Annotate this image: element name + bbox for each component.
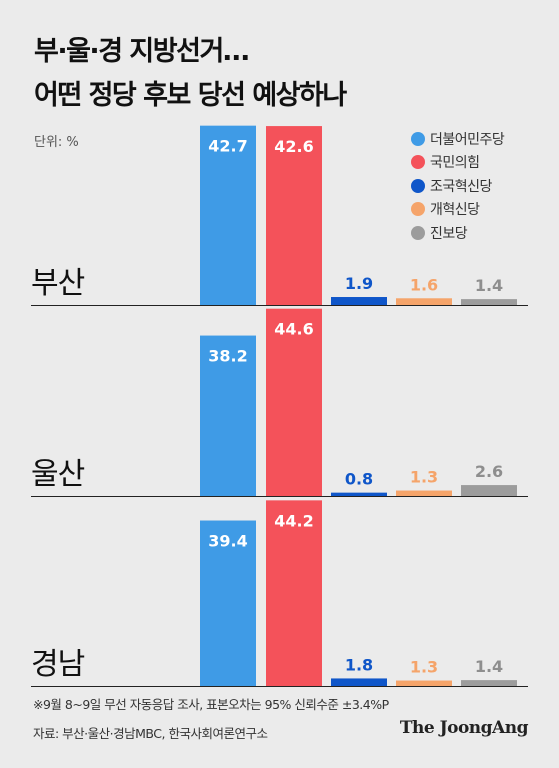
legend-item: 개혁신당 — [411, 198, 504, 222]
legend-label: 진보당 — [430, 225, 468, 242]
data-label: 1.3 — [410, 658, 438, 677]
bar-0-1 — [200, 335, 256, 496]
data-label: 38.2 — [208, 347, 247, 366]
bar-4-2 — [461, 680, 517, 686]
bar-1-2 — [266, 500, 322, 686]
legend-dot-icon — [411, 202, 425, 217]
bar-4-0 — [461, 299, 517, 305]
data-label: 39.4 — [208, 532, 247, 551]
bar-2-0 — [331, 297, 387, 305]
data-label: 1.6 — [410, 275, 438, 294]
region-label: 부산 — [31, 266, 85, 301]
bar-3-0 — [396, 298, 452, 305]
data-label: 2.6 — [475, 462, 503, 481]
legend-item: 진보당 — [411, 221, 504, 245]
legend-dot-icon — [411, 155, 425, 170]
bar-3-1 — [396, 490, 452, 496]
unit-label: 단위: % — [34, 135, 79, 150]
legend-label: 조국혁신당 — [430, 178, 492, 195]
data-label: 44.2 — [274, 511, 313, 530]
data-label: 1.3 — [410, 468, 438, 487]
bar-4-1 — [461, 485, 517, 496]
data-label: 42.7 — [208, 137, 247, 156]
legend-item: 조국혁신당 — [411, 174, 504, 198]
legend-item: 국민의힘 — [411, 151, 504, 175]
region-label: 울산 — [31, 457, 85, 492]
bar-1-1 — [266, 308, 322, 496]
data-label: 42.6 — [274, 137, 313, 156]
legend-label: 개혁신당 — [430, 202, 480, 219]
region-label: 경남 — [31, 647, 85, 682]
title-line-1: 부·울·경 지방선거… — [34, 36, 250, 67]
data-label: 0.8 — [345, 470, 373, 489]
legend-label: 더불어민주당 — [430, 131, 505, 148]
data-label: 1.8 — [345, 655, 373, 674]
footnote: ※9월 8~9일 무선 자동응답 조사, 표본오차는 95% 신뢰수준 ±3.4… — [33, 697, 389, 712]
publisher-logo: The JoongAng — [399, 718, 529, 738]
title-line-2: 어떤 정당 후보 당선 예상하나 — [34, 80, 347, 111]
data-label: 1.4 — [475, 276, 503, 295]
data-label: 1.9 — [345, 274, 373, 293]
chart-title: 부·울·경 지방선거… 어떤 정당 후보 당선 예상하나 — [34, 30, 347, 118]
legend-label: 국민의힘 — [430, 155, 480, 172]
bar-1-0 — [266, 126, 322, 305]
bar-0-0 — [200, 125, 256, 305]
legend-item: 더불어민주당 — [411, 127, 505, 151]
bar-2-1 — [331, 492, 387, 496]
legend-dot-icon — [411, 225, 425, 240]
bar-0-2 — [200, 520, 256, 686]
data-label: 1.4 — [475, 657, 503, 676]
data-label: 44.6 — [274, 320, 313, 339]
legend-dot-icon — [411, 131, 425, 146]
legend-dot-icon — [411, 178, 425, 193]
source-note: 자료: 부산·울산·경남MBC, 한국사회여론연구소 — [33, 726, 268, 741]
bar-3-2 — [396, 680, 452, 686]
bar-2-2 — [331, 678, 387, 686]
